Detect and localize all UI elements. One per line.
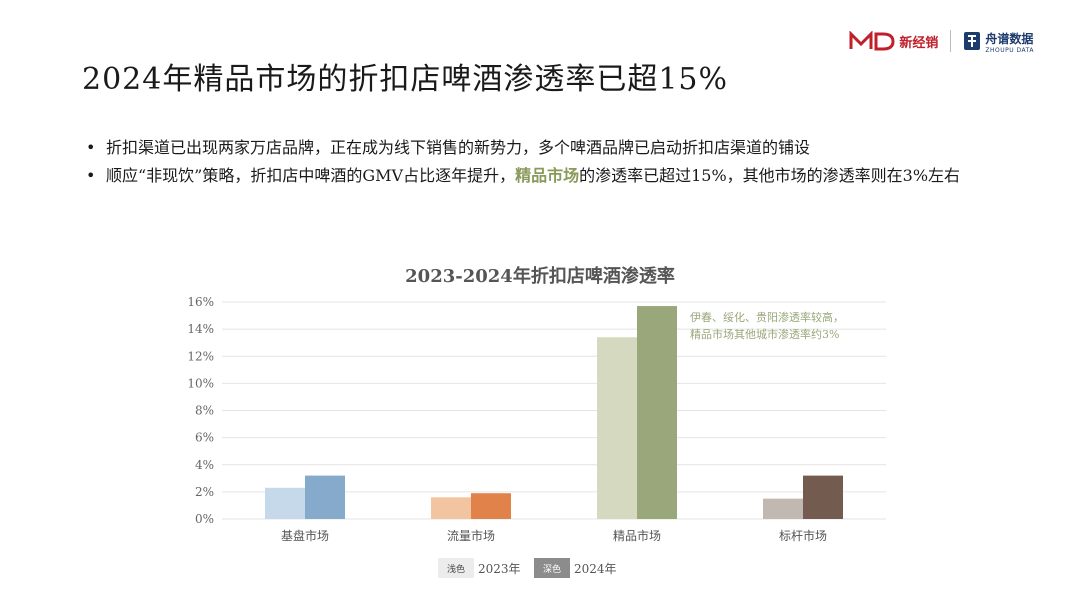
- bar-2023: [431, 497, 471, 519]
- y-tick-label: 16%: [187, 295, 214, 309]
- penetration-bar-chart: 2023-2024年折扣店啤酒渗透率 0% 2% 4% 6% 8% 10% 12% 14% 16…: [187, 265, 886, 578]
- annotation-line: 伊春、绥化、贵阳渗透率较高，: [690, 310, 844, 324]
- logo-divider: [950, 30, 952, 52]
- bullet-2-pre: 顺应“非现饮”策略，折扣店中啤酒的GMV占比逐年提升，: [106, 166, 516, 185]
- legend-label: 2023年: [478, 562, 521, 576]
- chart-legend: 浅色 2023年 深色 2024年: [438, 558, 617, 578]
- bullet-item-2: 顺应“非现饮”策略，折扣店中啤酒的GMV占比逐年提升，精品市场的渗透率已超过15…: [86, 162, 1046, 190]
- header-logos: 新经销 舟谱数据 ZHOUPU DATA: [849, 28, 1034, 54]
- legend-label: 2024年: [574, 562, 617, 576]
- bullet-list: 折扣渠道已出现两家万店品牌，正在成为线下销售的新势力，多个啤酒品牌已启动折扣店渠…: [86, 134, 1046, 190]
- x-category-label: 标杆市场: [779, 528, 827, 543]
- chart-container: 2023-2024年折扣店啤酒渗透率 0% 2% 4% 6% 8% 10% 12% 14% 16…: [0, 252, 1080, 608]
- bar-2024: [305, 475, 345, 519]
- bullet-2-highlight: 精品市场: [515, 166, 580, 185]
- zhoupu-logo: 舟谱数据 ZHOUPU DATA: [963, 28, 1034, 54]
- y-tick-label: 14%: [187, 322, 214, 336]
- brand2-text: 舟谱数据: [985, 32, 1034, 46]
- bar-2023: [597, 337, 637, 519]
- bar-2024: [803, 475, 843, 519]
- chart-title: 2023-2024年折扣店啤酒渗透率: [405, 265, 675, 287]
- bar-2023: [265, 487, 305, 519]
- annotation-line: 精品市场其他城市渗透率约3%: [690, 327, 839, 341]
- x-category-label: 流量市场: [447, 528, 495, 543]
- bar-2024: [637, 306, 677, 519]
- chart-y-ticks: 0% 2% 4% 6% 8% 10% 12% 14% 16%: [187, 295, 214, 526]
- brand2-text-block: 舟谱数据 ZHOUPU DATA: [985, 28, 1034, 55]
- chart-bars: [265, 306, 843, 519]
- bar-2024: [471, 493, 511, 519]
- y-tick-label: 4%: [195, 458, 214, 472]
- x-category-label: 基盘市场: [281, 528, 329, 543]
- legend-swatch-label: 深色: [543, 563, 561, 575]
- xinjingxiao-logo: 新经销: [849, 31, 938, 51]
- y-tick-label: 6%: [195, 431, 214, 445]
- page-title: 2024年精品市场的折扣店啤酒渗透率已超15%: [82, 62, 729, 97]
- chart-x-labels: 基盘市场 流量市场 精品市场 标杆市场: [281, 528, 827, 543]
- y-tick-label: 8%: [195, 404, 214, 418]
- brand2-subtext: ZHOUPU DATA: [985, 47, 1034, 54]
- legend-swatch: [438, 558, 474, 578]
- y-tick-label: 12%: [187, 349, 214, 363]
- chart-gridlines: [222, 301, 886, 520]
- bullet-2-post: 的渗透率已超过15%，其他市场的渗透率则在3%左右: [579, 166, 961, 185]
- bullet-item-1: 折扣渠道已出现两家万店品牌，正在成为线下销售的新势力，多个啤酒品牌已启动折扣店渠…: [86, 134, 1046, 162]
- brand1-text: 新经销: [899, 35, 939, 51]
- zhoupu-logo-icon: [964, 32, 981, 50]
- legend-swatch-label: 浅色: [447, 563, 465, 575]
- bar-2023: [763, 498, 803, 519]
- bullet-1-text: 折扣渠道已出现两家万店品牌，正在成为线下销售的新势力，多个啤酒品牌已启动折扣店渠…: [106, 138, 811, 157]
- chart-annotation: 伊春、绥化、贵阳渗透率较高， 精品市场其他城市渗透率约3%: [690, 310, 844, 341]
- legend-swatch: [534, 558, 570, 578]
- x-category-label: 精品市场: [613, 528, 661, 543]
- y-tick-label: 10%: [187, 376, 214, 390]
- y-tick-label: 2%: [195, 485, 214, 499]
- y-tick-label: 0%: [195, 512, 214, 526]
- md-logo-icon: [849, 31, 895, 51]
